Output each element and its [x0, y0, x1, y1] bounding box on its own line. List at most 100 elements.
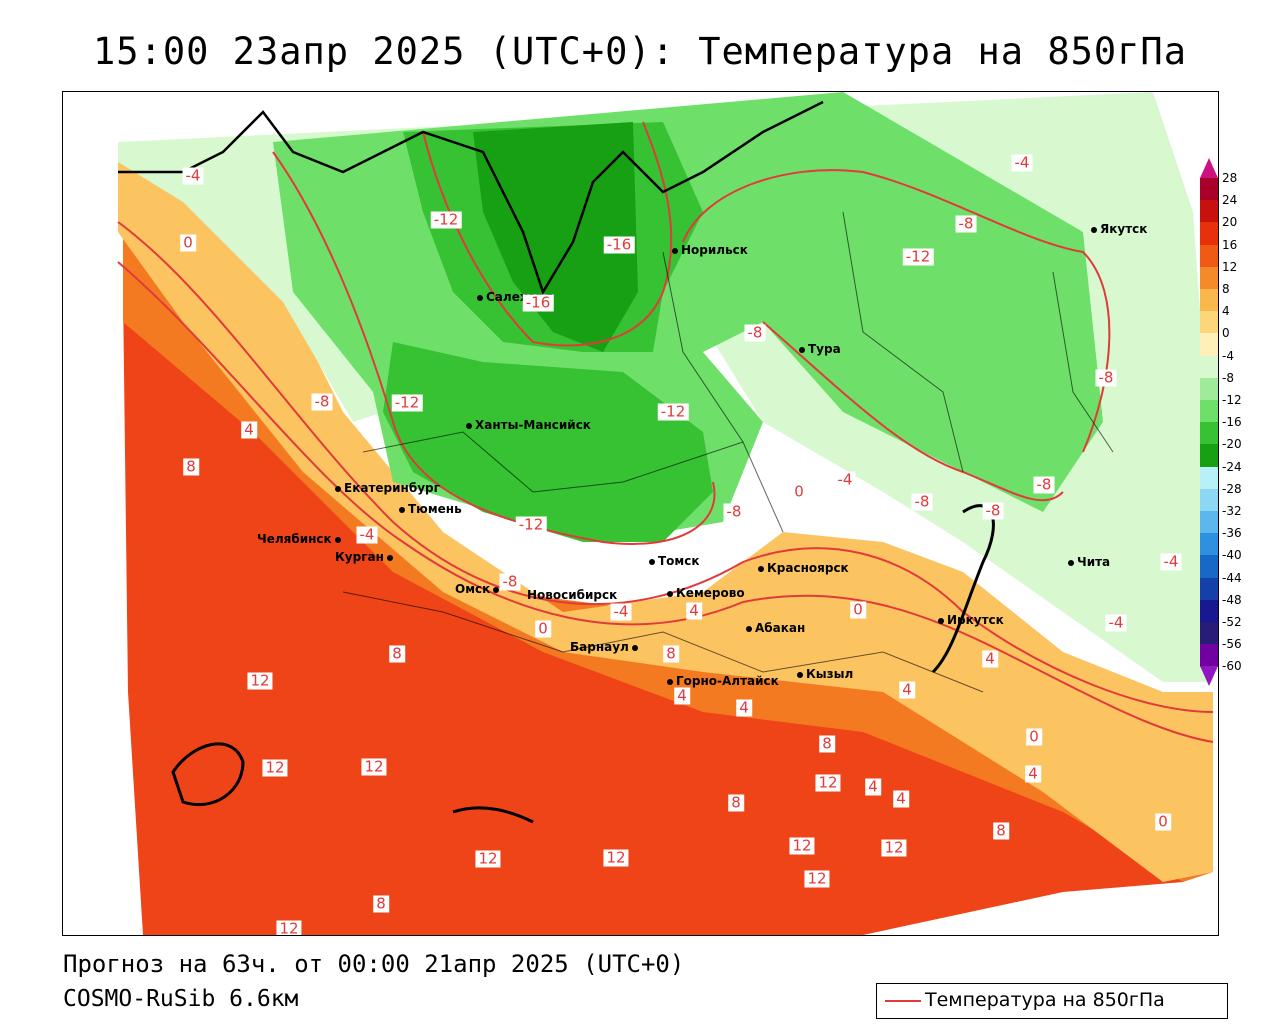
city-irkutsk: Иркутск	[938, 613, 1004, 627]
colorbar-top-arrow	[1200, 158, 1218, 178]
colorbar-tick-label: -36	[1222, 526, 1242, 541]
colorbar-tick-label: -44	[1222, 570, 1242, 585]
isotherm-label: 4	[1025, 765, 1041, 783]
isotherm-label: -8	[744, 324, 766, 342]
colorbar-tick-label: 12	[1222, 259, 1238, 274]
isotherm-label: 0	[1155, 813, 1171, 831]
city-yakutsk: Якутск	[1091, 222, 1147, 236]
city-dot-icon	[799, 346, 805, 353]
city-tyumen: Тюмень	[399, 502, 462, 516]
colorbar-segment	[1200, 488, 1218, 512]
isotherm-label: -4	[356, 526, 378, 544]
city-ekaterinburg: Екатеринбург	[335, 481, 440, 495]
city-label: Барнаул	[570, 640, 629, 654]
colorbar-tick-label: -24	[1222, 459, 1242, 474]
colorbar-segment	[1200, 444, 1218, 468]
colorbar-tick-label: -32	[1222, 504, 1242, 518]
isotherm-label: 8	[663, 645, 679, 663]
temperature-map: Салехард Норильск Якутск Тура Ханты-Манс…	[62, 91, 1219, 936]
isotherm-label: 4	[241, 421, 257, 439]
colorbar-tick-label: 20	[1222, 215, 1238, 230]
isotherm-label: -8	[982, 502, 1004, 520]
city-chita: Чита	[1068, 555, 1110, 569]
colorbar-tick-label: -4	[1222, 348, 1234, 363]
isotherm-label: 12	[815, 774, 841, 792]
isotherm-label: -4	[1105, 614, 1127, 632]
city-chelyabinsk: Челябинск	[257, 532, 344, 546]
colorbar-tick-label: 8	[1222, 282, 1230, 296]
isotherm-label: -12	[391, 394, 423, 412]
isotherm-label: -4	[834, 471, 856, 489]
city-dot-icon	[477, 294, 483, 301]
colorbar-tick-label: 4	[1222, 304, 1230, 319]
city-dot-icon	[631, 644, 638, 651]
colorbar-bottom-arrow	[1200, 666, 1218, 687]
colorbar-segment	[1200, 333, 1218, 357]
colorbar-segment	[1200, 311, 1218, 334]
city-dot-icon	[1068, 559, 1074, 566]
map-canvas	[117, 92, 1214, 935]
colorbar-tick-label: -40	[1222, 548, 1242, 563]
isotherm-label: 4	[982, 650, 998, 668]
city-dot-icon	[466, 422, 472, 429]
colorbar-segment	[1200, 511, 1218, 534]
temperature-fill	[118, 92, 1213, 935]
isotherm-label: 4	[674, 687, 690, 705]
colorbar-segment	[1200, 466, 1218, 490]
colorbar-segment	[1200, 377, 1218, 401]
isotherm-label: -4	[610, 603, 632, 621]
isotherm-label: 8	[993, 822, 1009, 840]
isotherm-label: 12	[881, 839, 907, 857]
colorbar-tick-label: -60	[1222, 659, 1242, 674]
isotherm-label: -4	[182, 167, 204, 185]
legend: Температура на 850гПа	[876, 983, 1228, 1019]
isotherm-label: -8	[955, 215, 977, 233]
colorbar-tick-label: -48	[1222, 592, 1242, 607]
aral-sea	[171, 742, 245, 807]
city-label: Горно-Алтайск	[676, 674, 779, 688]
forecast-info: Прогноз на 63ч. от 00:00 21апр 2025 (UTC…	[63, 950, 685, 978]
city-label: Кемерово	[676, 586, 745, 600]
isotherm-label: 8	[183, 458, 199, 476]
isotherm-label: 8	[389, 645, 405, 663]
colorbar-segment	[1200, 178, 1218, 201]
city-khanty-mansiysk: Ханты-Мансийск	[466, 418, 591, 432]
city-krasnoyarsk: Красноярск	[758, 561, 849, 575]
city-novosibirsk: Новосибирск	[527, 588, 617, 602]
isotherm-label: 12	[276, 920, 302, 935]
city-dot-icon	[649, 558, 655, 565]
city-label: Якутск	[1100, 222, 1148, 236]
isotherm-label: 0	[535, 620, 551, 638]
colorbar-tick-label: -8	[1222, 370, 1234, 385]
city-kurgan: Курган	[335, 550, 396, 564]
fill-cold-basin	[383, 342, 713, 542]
city-label: Челябинск	[257, 532, 332, 546]
isotherm-label: -8	[723, 503, 745, 521]
isotherm-label: -12	[657, 403, 689, 421]
city-dot-icon	[797, 671, 803, 678]
city-abakan: Абакан	[746, 621, 805, 635]
city-dot-icon	[758, 565, 764, 572]
arctic-coastline	[118, 100, 824, 295]
city-label: Кызыл	[806, 667, 854, 681]
isotherm-label: 4	[686, 602, 702, 620]
city-dot-icon	[335, 485, 341, 492]
colorbar-segment	[1200, 422, 1218, 445]
isotherm-label: -16	[603, 236, 635, 254]
isotherm-label: -8	[1033, 476, 1055, 494]
city-label: Омск	[455, 582, 491, 596]
city-label: Томск	[658, 554, 700, 568]
city-dot-icon	[667, 678, 673, 685]
city-tomsk: Томск	[649, 554, 700, 568]
city-kyzyl: Кызыл	[797, 667, 853, 681]
isotherm-label: 0	[850, 601, 866, 619]
isotherm-label: 8	[819, 735, 835, 753]
colorbar-segment	[1200, 400, 1218, 423]
isotherm-label: 12	[262, 759, 288, 777]
city-dot-icon	[672, 247, 678, 254]
colorbar-tick-label: -28	[1222, 481, 1242, 496]
colorbar-tick-label: 24	[1222, 193, 1238, 208]
isotherm-label: 12	[361, 758, 387, 776]
colorbar-segment	[1200, 355, 1218, 379]
fill-mild-region	[118, 142, 1213, 882]
